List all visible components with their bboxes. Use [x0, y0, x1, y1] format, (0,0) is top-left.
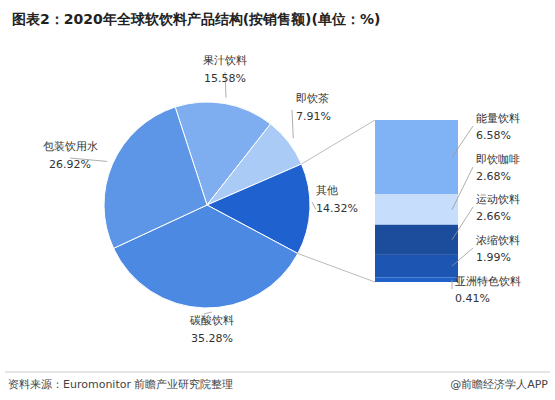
slice-label: 包装饮用水 — [43, 140, 98, 153]
slice-value: 7.91% — [296, 110, 331, 123]
bar-segment — [375, 277, 458, 282]
slice-value: 35.28% — [191, 332, 233, 345]
slice-label: 即饮茶 — [296, 92, 329, 105]
bar-segment — [375, 255, 458, 278]
footer-rule — [5, 372, 550, 373]
slice-label: 其他 — [316, 184, 338, 197]
credit: @前瞻经济学人APP — [450, 378, 548, 391]
leader-line — [452, 280, 453, 289]
segment-value: 0.41% — [455, 292, 490, 305]
segment-label: 亚洲特色饮料 — [455, 275, 521, 288]
bar-segment — [375, 120, 458, 194]
slice-label: 果汁饮料 — [203, 54, 247, 67]
leader-line — [452, 126, 473, 157]
source: 资料来源：Euromonitor 前瞻产业研究院整理 — [8, 378, 233, 391]
leader-line — [292, 110, 293, 138]
connector — [301, 120, 375, 164]
bar-segment — [375, 225, 458, 255]
leader-line — [452, 167, 473, 210]
leader-line — [452, 207, 473, 240]
segment-label: 能量饮料 — [476, 112, 520, 125]
segment-value: 6.58% — [476, 129, 511, 142]
bar-segment — [375, 194, 458, 224]
title: 图表2：2020年全球软饮料产品结构(按销售额)(单位：%) — [12, 11, 380, 27]
segment-value: 1.99% — [476, 251, 511, 264]
slice-value: 15.58% — [204, 72, 246, 85]
slice — [104, 107, 207, 248]
segment-value: 2.68% — [476, 170, 511, 183]
segment-label: 即饮咖啡 — [476, 153, 520, 166]
segment-value: 2.66% — [476, 210, 511, 223]
chart: 图表2：2020年全球软饮料产品结构(按销售额)(单位：%) 果汁饮料 15.58%… — [0, 0, 555, 400]
segment-label: 运动饮料 — [476, 193, 520, 206]
slice-value: 14.32% — [316, 202, 358, 215]
slice-value: 26.92% — [49, 158, 91, 171]
slice-label: 碳酸饮料 — [189, 314, 234, 327]
leader-line — [452, 248, 473, 266]
segment-label: 浓缩饮料 — [476, 234, 520, 247]
connector — [298, 254, 375, 282]
